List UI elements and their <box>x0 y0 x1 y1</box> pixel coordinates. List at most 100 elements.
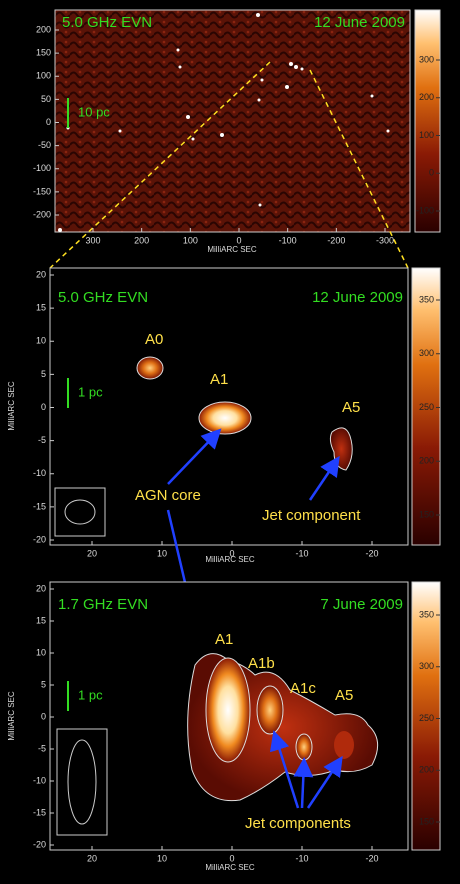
y-tick-label: 100 <box>36 71 51 81</box>
band: 1.7 GHz EVN <box>58 596 148 613</box>
y-tick-label: -10 <box>33 468 46 478</box>
x-tick-label: 300 <box>85 235 100 245</box>
x-tick-label: 0 <box>229 853 234 863</box>
colorbar-tick-label: 350 <box>419 294 434 304</box>
y-tick-label: -100 <box>33 163 51 173</box>
x-tick-label: -200 <box>327 235 345 245</box>
y-tick-label: -150 <box>33 186 51 196</box>
y-tick-label: -50 <box>38 140 51 150</box>
y-tick-label: -5 <box>38 743 46 753</box>
x-tick-label: -100 <box>279 235 297 245</box>
source-a1c <box>295 733 313 761</box>
x-tick-label: 0 <box>236 235 241 245</box>
scale: 1 pc <box>78 687 103 702</box>
band: 5.0 GHz EVN <box>62 14 152 31</box>
zoom-lines <box>49 61 409 269</box>
scale: 10 pc <box>78 104 110 119</box>
source-a1b <box>256 685 284 735</box>
annotation: A1 <box>210 371 228 388</box>
y-tick-label: 200 <box>36 24 51 34</box>
x-tick-label: -10 <box>295 548 308 558</box>
y-tick-label: 0 <box>41 711 46 721</box>
annotation: A1c <box>290 680 316 697</box>
colorbar-tick-label: 200 <box>419 765 434 775</box>
y-tick-label: 0 <box>46 117 51 127</box>
beam-box <box>56 728 108 836</box>
annotation: AGN core <box>135 487 201 504</box>
annotation: A1 <box>215 631 233 648</box>
annotation: A5 <box>342 399 360 416</box>
y-tick-label: 5 <box>41 369 46 379</box>
y-tick-label: -20 <box>33 534 46 544</box>
annotation: Jet component <box>262 507 361 524</box>
source-a5 <box>334 731 354 759</box>
colorbar-tick-label: 300 <box>419 348 434 358</box>
x-tick-label: 10 <box>157 853 167 863</box>
arrows <box>269 730 343 809</box>
y-tick-label: 0 <box>41 402 46 412</box>
colorbar-tick-label: 200 <box>419 92 434 102</box>
x-tick-label: -20 <box>365 548 378 558</box>
colorbar <box>411 581 441 851</box>
y-tick-label: 10 <box>36 336 46 346</box>
date: 7 June 2009 <box>320 596 403 613</box>
x-label: MilliARC SEC <box>205 863 255 872</box>
x-tick-label: -10 <box>295 853 308 863</box>
colorbar-tick-label: 250 <box>419 402 434 412</box>
x-label: MilliARC SEC <box>207 245 257 254</box>
x-tick-label: 100 <box>183 235 198 245</box>
colorbar-tick-label: -100 <box>416 205 434 215</box>
annotation: A0 <box>145 331 163 348</box>
y-tick-label: 5 <box>41 679 46 689</box>
x-tick-label: 10 <box>157 548 167 558</box>
x-tick-label: 0 <box>229 548 234 558</box>
colorbar-tick-label: 200 <box>419 456 434 466</box>
y-tick-label: 15 <box>36 615 46 625</box>
y-label: MilliARC SEC <box>7 381 16 431</box>
colorbar-tick-label: 250 <box>419 713 434 723</box>
beam <box>67 739 97 825</box>
source-a0 <box>136 356 164 380</box>
annotation: Jet components <box>245 815 351 832</box>
colorbar-tick-label: 150 <box>419 816 434 826</box>
date: 12 June 2009 <box>312 289 403 306</box>
scale: 1 pc <box>78 384 103 399</box>
x-tick-label: -20 <box>365 853 378 863</box>
colorbar-tick-label: 100 <box>419 130 434 140</box>
y-tick-label: 20 <box>36 269 46 279</box>
sources <box>58 13 390 232</box>
colorbar-tick-label: 350 <box>419 609 434 619</box>
source-a1 <box>205 657 251 763</box>
annotation: A1b <box>248 655 275 672</box>
x-tick-label: 20 <box>87 548 97 558</box>
map-frame <box>54 9 411 233</box>
source-a1 <box>198 401 252 435</box>
y-tick-label: -15 <box>33 501 46 511</box>
colorbar-tick-label: 0 <box>429 168 434 178</box>
colorbar <box>411 267 441 546</box>
band: 5.0 GHz EVN <box>58 289 148 306</box>
y-tick-label: -20 <box>33 839 46 849</box>
y-tick-label: -15 <box>33 807 46 817</box>
beam <box>64 499 96 525</box>
y-tick-label: -10 <box>33 775 46 785</box>
y-tick-label: 10 <box>36 647 46 657</box>
colorbar <box>414 9 441 233</box>
y-tick-label: 150 <box>36 48 51 58</box>
x-label: MilliARC SEC <box>205 555 255 564</box>
y-tick-label: 20 <box>36 583 46 593</box>
y-tick-label: 15 <box>36 303 46 313</box>
y-tick-label: 50 <box>41 94 51 104</box>
x-tick-label: 200 <box>134 235 149 245</box>
y-label: MilliARC SEC <box>7 691 16 741</box>
annotation: A5 <box>335 687 353 704</box>
y-tick-label: -5 <box>38 435 46 445</box>
colorbar-tick-label: 300 <box>419 661 434 671</box>
x-tick-label: -300 <box>376 235 394 245</box>
date: 12 June 2009 <box>314 14 405 31</box>
beam-box <box>54 487 106 537</box>
colorbar-tick-label: 150 <box>419 509 434 519</box>
colorbar-tick-label: 300 <box>419 54 434 64</box>
y-tick-label: -200 <box>33 209 51 219</box>
